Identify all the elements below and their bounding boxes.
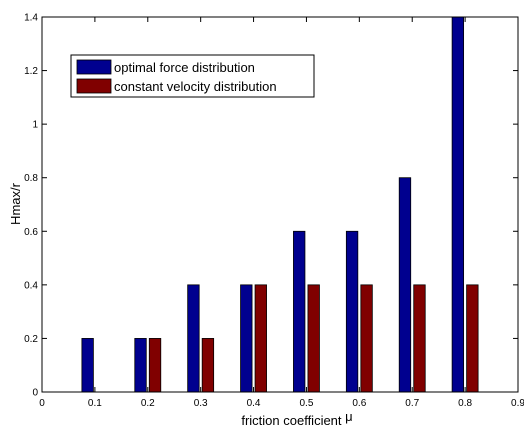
y-tick-label: 0.8: [24, 173, 38, 184]
legend-swatch-optimal: [76, 59, 112, 75]
bar-optimal-0.2: [134, 338, 147, 393]
x-tick-label: 0.7: [405, 398, 419, 409]
y-tick-label: 0.2: [24, 334, 38, 345]
y-tick-label: 0: [32, 388, 38, 399]
bar-optimal-0.6: [345, 230, 359, 393]
y-tick-label: 0.4: [24, 280, 38, 291]
bar-constant-0.7: [413, 284, 426, 393]
bar-optimal-0.8: [451, 16, 465, 393]
legend: optimal force distribution constant velo…: [70, 54, 315, 98]
bar-constant-0.6: [360, 284, 373, 393]
bar-constant-0.8: [466, 284, 479, 393]
plot-frame: [41, 16, 519, 393]
legend-label-constant: constant velocity distribution: [114, 79, 277, 94]
x-tick-label: 0.4: [247, 398, 261, 409]
x-tick-label: 0.1: [88, 398, 102, 409]
x-tick-label: 0.8: [458, 398, 472, 409]
x-tick-label: 0.2: [141, 398, 155, 409]
legend-swatch-constant: [76, 78, 112, 94]
ticks-group: 0 0.1 0.2 0.3 0.4 0.5 0.6 0.7 0.8 0.9 0 0.2 0.4 0.6 0.…: [24, 13, 524, 410]
bar-constant-0.5: [307, 284, 320, 393]
bar-optimal-0.5: [293, 230, 306, 393]
x-axis-label-text: friction coefficient: [241, 413, 342, 428]
bar-constant-0.3: [201, 338, 215, 393]
bar-optimal-0.3: [187, 284, 200, 393]
y-tick-label: 1.4: [24, 13, 38, 24]
bar-optimal-0.7: [398, 177, 412, 393]
x-axis-label: friction coefficient μ: [241, 409, 352, 428]
bar-optimal-0.1: [81, 338, 94, 393]
x-tick-label: 0.5: [299, 398, 313, 409]
bar-optimal-0.4: [240, 284, 253, 393]
y-tick-label: 1: [32, 120, 38, 131]
x-tick-label: 0.9: [511, 398, 524, 409]
legend-box: [70, 54, 315, 98]
y-axis-label: Hmax/r: [8, 182, 23, 225]
x-axis-label-symbol: μ: [345, 409, 353, 424]
x-tick-label: 0.3: [194, 398, 208, 409]
legend-label-optimal: optimal force distribution: [114, 60, 255, 75]
x-tick-label: 0.6: [352, 398, 366, 409]
y-tick-label: 1.2: [24, 66, 38, 77]
bar-constant-0.4: [254, 284, 267, 393]
x-tick-label: 0: [39, 398, 45, 409]
bar-constant-0.2: [148, 338, 162, 393]
y-tick-label: 0.6: [24, 227, 38, 238]
